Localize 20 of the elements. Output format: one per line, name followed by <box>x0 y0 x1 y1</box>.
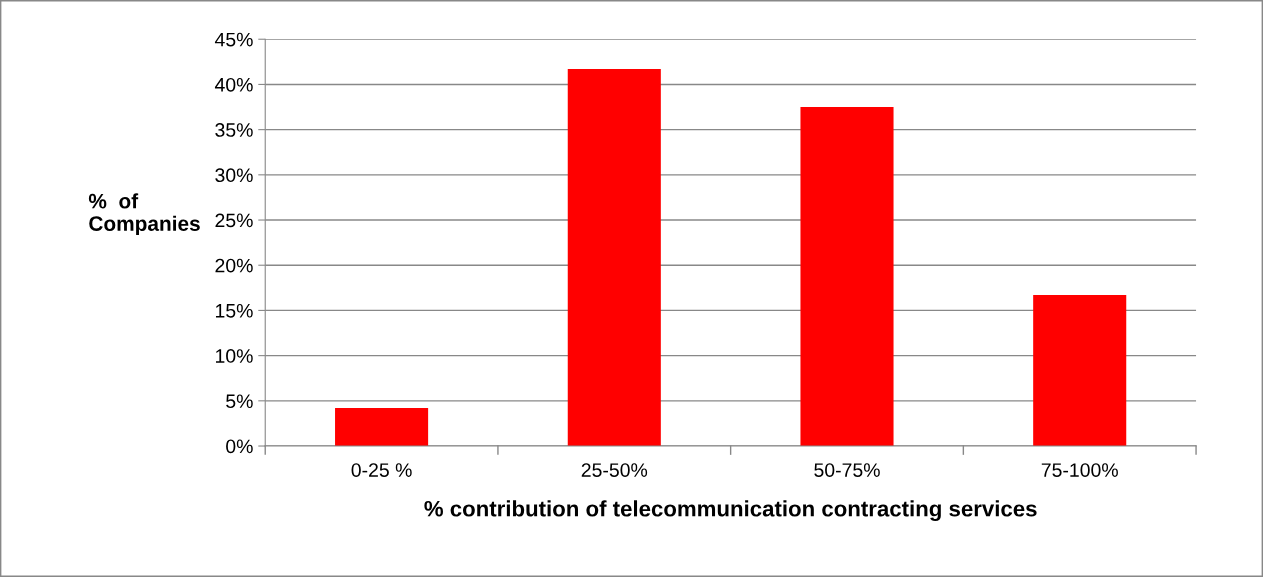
y-tick-label: 40% <box>214 77 253 92</box>
y-tick-label: 45% <box>214 32 253 47</box>
x-axis-title: % contribution of telecommunication contracting services <box>424 500 1037 522</box>
y-tick-label: 25% <box>215 213 253 228</box>
y-tick-label: 0% <box>226 439 253 454</box>
bar <box>335 408 429 447</box>
y-tick-label: 20% <box>215 258 253 273</box>
x-tick-label: 75-100% <box>1041 463 1118 477</box>
y-tick-label: 30% <box>215 168 253 183</box>
bar <box>800 107 894 447</box>
y-tick-label: 10% <box>215 349 253 363</box>
y-tick-label: 35% <box>215 123 253 137</box>
x-tick-label: 0-25 % <box>351 463 412 477</box>
y-tick-label: 15% <box>215 303 253 318</box>
bar <box>1033 295 1127 447</box>
x-tick-label: 50-75% <box>814 463 880 477</box>
y-tick-label: 5% <box>226 394 253 409</box>
bar <box>567 69 661 447</box>
y-axis-title: % of Companies <box>88 193 200 236</box>
x-tick-label: 25-50% <box>581 463 648 477</box>
